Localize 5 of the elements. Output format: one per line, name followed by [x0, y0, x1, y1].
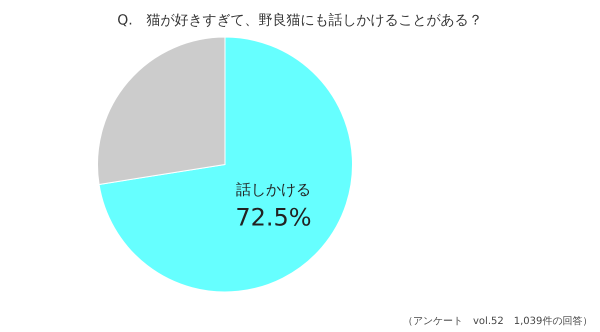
slice-label: 話しかける: [236, 180, 311, 198]
data-label: 72.5%: [235, 204, 312, 232]
pie-slice: [98, 36, 353, 292]
chart-title: Q. 猫が好きすぎて、野良猫にも話しかけることがある？: [117, 12, 483, 29]
text: （アンケート vol.52 1,039件の回答）: [403, 315, 592, 327]
